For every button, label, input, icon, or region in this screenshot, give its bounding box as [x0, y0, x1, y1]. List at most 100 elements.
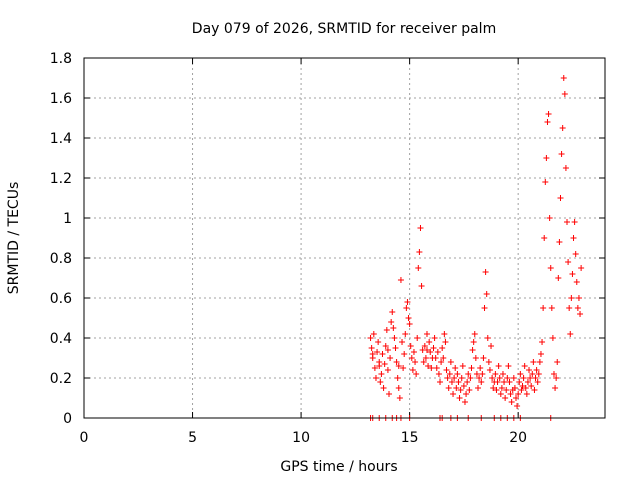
data-point	[531, 387, 538, 393]
data-point	[447, 359, 454, 365]
data-point	[393, 359, 400, 365]
data-point	[368, 345, 375, 351]
data-point	[506, 379, 513, 385]
data-point	[415, 265, 422, 271]
data-point	[384, 347, 391, 353]
data-point	[526, 367, 533, 373]
data-point	[383, 327, 390, 333]
data-point	[572, 251, 579, 257]
data-point	[516, 379, 523, 385]
data-point	[430, 345, 437, 351]
data-point	[501, 379, 508, 385]
data-point	[507, 391, 514, 397]
data-point	[480, 355, 487, 361]
data-point	[549, 335, 556, 341]
data-point	[515, 391, 522, 397]
data-point	[423, 347, 430, 353]
data-point	[461, 399, 468, 405]
data-point	[484, 335, 491, 341]
data-point	[434, 349, 441, 355]
data-point	[420, 359, 427, 365]
data-point	[396, 395, 403, 401]
data-point	[454, 371, 461, 377]
data-point	[397, 277, 404, 283]
data-point	[422, 355, 429, 361]
data-point	[367, 335, 374, 341]
data-points	[367, 75, 585, 421]
data-point	[463, 391, 470, 397]
data-point	[395, 363, 402, 369]
data-point	[536, 359, 543, 365]
data-point	[554, 359, 561, 365]
data-point	[495, 363, 502, 369]
data-point	[476, 375, 483, 381]
data-point	[479, 371, 486, 377]
data-point	[391, 335, 398, 341]
data-point	[505, 363, 512, 369]
data-point	[471, 331, 478, 337]
data-point	[494, 379, 501, 385]
data-point	[555, 275, 562, 281]
data-point	[435, 371, 442, 377]
data-point	[425, 363, 432, 369]
data-point	[542, 179, 549, 185]
data-point	[466, 387, 473, 393]
grid-lines	[84, 58, 605, 418]
data-point	[384, 367, 391, 373]
data-point	[386, 391, 393, 397]
x-tick-label: 15	[401, 430, 419, 446]
data-point	[374, 349, 381, 355]
data-point	[472, 355, 479, 361]
data-point	[561, 91, 568, 97]
data-point	[380, 385, 387, 391]
data-point	[557, 195, 564, 201]
data-point	[401, 351, 408, 357]
data-point	[574, 305, 581, 311]
data-point	[543, 155, 550, 161]
data-point	[566, 305, 573, 311]
data-point	[490, 385, 497, 391]
data-point	[567, 331, 574, 337]
y-tick-label: 1.2	[50, 171, 72, 187]
data-point	[558, 151, 565, 157]
data-point	[522, 385, 529, 391]
data-point	[387, 355, 394, 361]
data-point	[481, 305, 488, 311]
data-point	[493, 387, 500, 393]
data-point	[475, 385, 482, 391]
data-point	[404, 299, 411, 305]
data-point	[390, 325, 397, 331]
data-point	[485, 359, 492, 365]
data-point	[442, 339, 449, 345]
data-point	[511, 385, 518, 391]
data-point	[482, 269, 489, 275]
x-tick-label: 0	[80, 430, 89, 446]
data-point	[478, 379, 485, 385]
data-point	[562, 165, 569, 171]
data-point	[524, 379, 531, 385]
data-point	[407, 343, 414, 349]
data-point	[372, 375, 379, 381]
data-point	[559, 125, 566, 131]
data-point	[510, 375, 517, 381]
plot-frame	[83, 57, 606, 419]
data-point	[539, 339, 546, 345]
data-point	[529, 371, 536, 377]
data-point	[432, 355, 439, 361]
data-point	[452, 365, 459, 371]
data-point	[413, 371, 420, 377]
data-point	[548, 305, 555, 311]
data-point	[565, 259, 572, 265]
data-point	[553, 375, 560, 381]
data-point	[389, 309, 396, 315]
data-point	[537, 351, 544, 357]
data-point	[502, 395, 509, 401]
data-point	[402, 331, 409, 337]
data-point	[381, 361, 388, 367]
data-point	[459, 363, 466, 369]
data-point	[550, 371, 557, 377]
y-axis-label: SRMTID / TECUs	[6, 182, 22, 295]
tick-labels: 0 5 10 15 20 0 0.2 0.4 0.6 0.8 1 1.2 1.4 1.6 1.8	[50, 51, 527, 446]
data-point	[438, 359, 445, 365]
data-point	[578, 265, 585, 271]
